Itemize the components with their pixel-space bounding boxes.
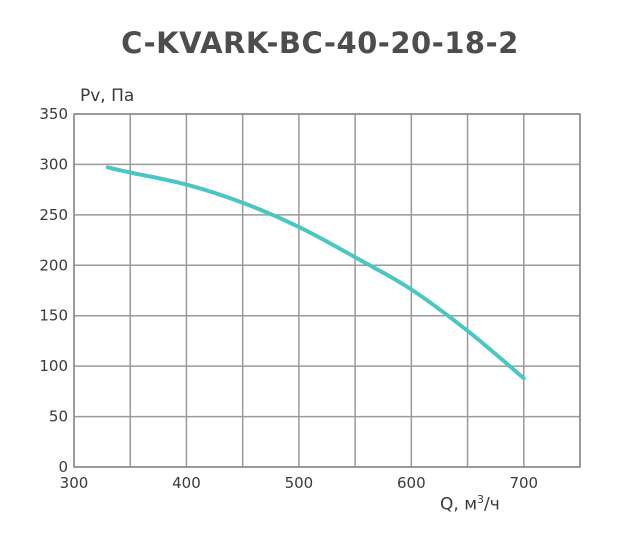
y-axis-label: Pv, Па (80, 86, 135, 106)
y-tick-label: 200 (39, 256, 68, 274)
y-tick-label: 100 (39, 357, 68, 375)
x-tick-label: 600 (397, 474, 426, 492)
x-tick-label: 700 (509, 474, 538, 492)
y-tick-label: 350 (39, 105, 68, 123)
y-tick-label: 250 (39, 206, 68, 224)
x-tick-label: 500 (285, 474, 314, 492)
x-tick-label: 400 (172, 474, 201, 492)
y-tick-label: 300 (39, 155, 68, 173)
y-tick-label: 50 (49, 408, 68, 426)
y-tick-label: 150 (39, 307, 68, 325)
x-axis-label-suffix: /ч (484, 494, 500, 515)
x-axis-label-text: Q, м (440, 494, 478, 515)
y-tick-label: 0 (58, 458, 68, 476)
plot-frame (73, 113, 581, 468)
series-line (105, 165, 526, 381)
x-axis-label: Q, м3/ч (440, 493, 500, 515)
x-axis-label-superscript: 3 (477, 493, 485, 506)
chart-title: C-KVARK-BC-40-20-18-2 (121, 26, 519, 60)
x-tick-label: 300 (60, 474, 89, 492)
